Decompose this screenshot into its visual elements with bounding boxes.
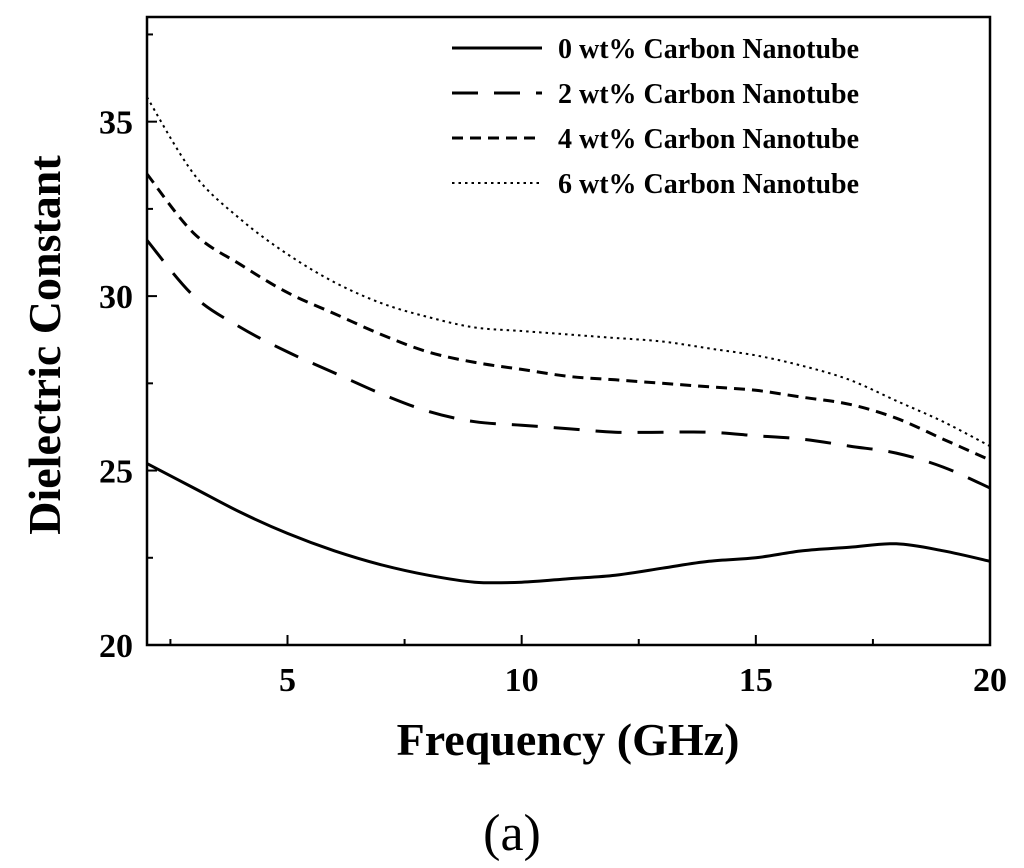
- series-line-1: [145, 239, 991, 490]
- legend-label-0: 0 wt% Carbon Nanotube: [558, 34, 859, 65]
- x-tick-label: 10: [505, 662, 539, 699]
- y-axis-title: Dielectric Constant: [19, 155, 70, 535]
- x-tick-label: 5: [279, 662, 296, 699]
- y-tick-label: 30: [99, 279, 133, 316]
- series-line-2: [145, 173, 991, 462]
- x-tick-label: 15: [739, 662, 773, 699]
- axes-layer: 5 10 15 20 20 25 30 35: [99, 33, 1007, 699]
- legend-label-2: 4 wt% Carbon Nanotube: [558, 124, 859, 155]
- legend-label-3: 6 wt% Carbon Nanotube: [558, 169, 859, 200]
- y-tick-label: 25: [99, 454, 133, 491]
- y-tick-label: 35: [99, 105, 133, 142]
- plot-area: [145, 15, 992, 647]
- legend: 0 wt% Carbon Nanotube 2 wt% Carbon Nanotu…: [452, 34, 859, 200]
- series-layer: [145, 96, 991, 585]
- x-axis-title: Frequency (GHz): [397, 714, 740, 765]
- legend-label-1: 2 wt% Carbon Nanotube: [558, 79, 859, 110]
- series-line-3: [146, 96, 991, 447]
- x-tick-label: 20: [973, 662, 1007, 699]
- y-tick-label: 20: [99, 628, 133, 665]
- plot-frame: [145, 15, 992, 647]
- series-line-0: [146, 462, 991, 585]
- panel-label: (a): [483, 805, 541, 862]
